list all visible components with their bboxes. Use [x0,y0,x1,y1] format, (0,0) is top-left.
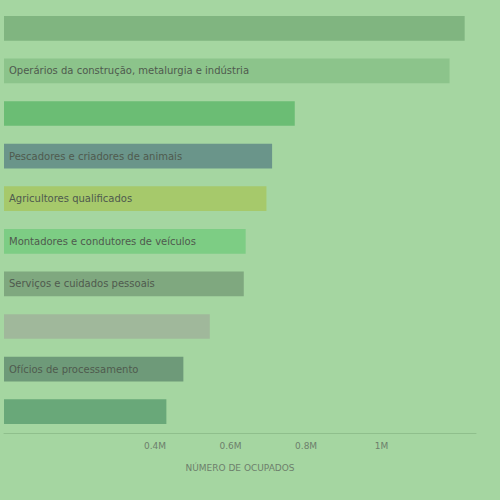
svg-text:0.6M: 0.6M [220,441,242,451]
svg-text:0.4M: 0.4M [144,441,166,451]
svg-text:Pescadores e criadores de anim: Pescadores e criadores de animais [9,151,182,162]
svg-text:Serviços e cuidados pessoais: Serviços e cuidados pessoais [9,278,155,289]
svg-text:0.8M: 0.8M [295,441,317,451]
svg-text:1M: 1M [375,441,389,451]
svg-text:Montadores e condutores de veí: Montadores e condutores de veículos [9,236,196,247]
svg-text:Ofícios de processamento: Ofícios de processamento [9,364,138,375]
svg-text:NÚMERO DE OCUPADOS: NÚMERO DE OCUPADOS [185,462,294,473]
svg-text:Agricultores qualificados: Agricultores qualificados [9,193,132,204]
svg-text:Operários da construção, metal: Operários da construção, metalurgia e in… [9,65,249,76]
